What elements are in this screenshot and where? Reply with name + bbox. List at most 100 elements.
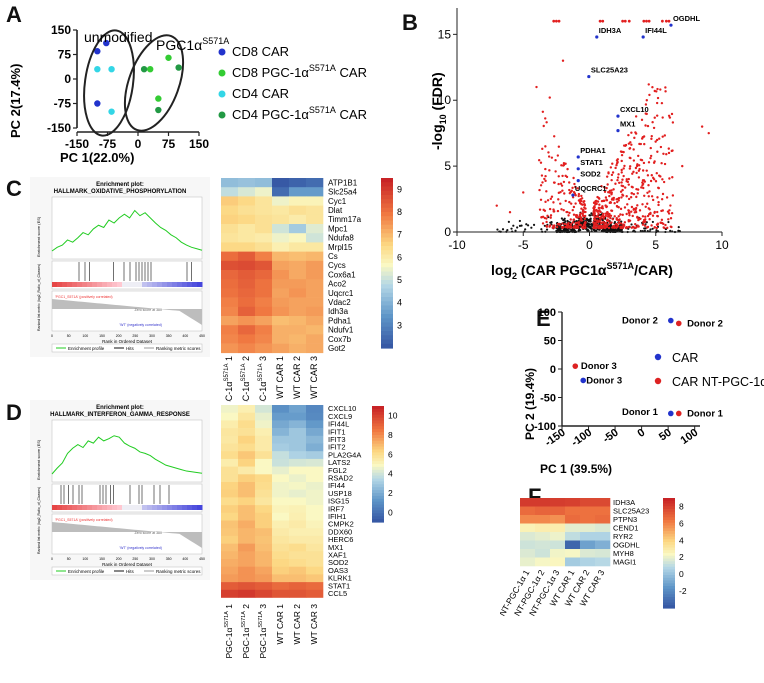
heatmap-cell — [306, 574, 324, 583]
x-tick-label: -5 — [518, 238, 529, 252]
heatmap-cell — [221, 535, 239, 544]
colorbar-segment — [381, 326, 393, 332]
volcano-point-sig — [606, 213, 609, 216]
heatmap-cell — [306, 435, 324, 444]
volcano-point-sig — [644, 205, 647, 208]
heatmap-cell — [289, 316, 307, 326]
heatmap-cell — [289, 589, 307, 598]
ranking-color-segment — [147, 282, 153, 287]
volcano-point-sig — [548, 224, 552, 227]
volcano-point-sig — [652, 126, 656, 130]
volcano-point-sig — [562, 209, 565, 212]
volcano-point-sig — [574, 185, 577, 189]
heatmap-cell — [238, 589, 256, 598]
heatmap-cell — [272, 178, 290, 188]
heatmap-cell — [221, 334, 239, 344]
volcano-point-sig — [681, 164, 684, 168]
pca-point — [675, 410, 682, 417]
heatmap-cell — [255, 474, 273, 483]
gene-label: PDHA1 — [580, 146, 605, 155]
heatmap-gene-label: Pdha1 — [328, 316, 352, 325]
heatmap-cell — [221, 474, 239, 483]
gsea-x-tick: 150 — [99, 557, 105, 561]
volcano-point-sig — [664, 90, 667, 93]
volcano-point-sig — [627, 183, 630, 186]
volcano-point-sig — [610, 209, 614, 212]
volcano-point-ns — [532, 223, 536, 226]
heatmap-cell — [580, 515, 596, 524]
colorbar-segment — [663, 564, 675, 568]
volcano-point-sig — [600, 206, 603, 210]
heatmap-cell — [289, 178, 307, 188]
volcano-point-ns — [651, 227, 654, 230]
heatmap-cell — [221, 420, 239, 429]
heatmap-cell — [272, 512, 290, 521]
heatmap-cell — [595, 523, 611, 533]
volcano-point-sig — [611, 217, 614, 221]
volcano-point-sig — [576, 225, 579, 228]
colorbar-segment — [381, 314, 393, 319]
volcano-point-sig — [666, 210, 670, 213]
volcano-point-sig — [555, 225, 559, 229]
ranking-color-segment — [92, 282, 98, 287]
heatmap-cell — [289, 505, 307, 514]
colorbar-segment — [372, 446, 384, 451]
colorbar-segment — [372, 484, 384, 488]
volcano-point-ns — [630, 223, 633, 226]
volcano-point-sig — [612, 188, 615, 191]
heatmap-gene-label: OGDHL — [613, 540, 640, 549]
volcano-point-sig — [660, 19, 664, 23]
volcano-point-sig — [571, 208, 574, 212]
heatmap-cell — [289, 420, 307, 429]
heatmap-cell — [238, 325, 256, 335]
colorbar-segment — [663, 602, 675, 606]
volcano-point-sig — [632, 208, 635, 211]
gsea-ylabel-metric: Ranked list metric (log2_Ratio_of_Classe… — [37, 487, 41, 554]
legend-marker — [654, 377, 662, 385]
heatmap-cell — [580, 498, 596, 507]
gene-label: IFI44L — [645, 26, 667, 35]
ranking-metric-fill — [52, 297, 202, 325]
colorbar-segment — [372, 414, 384, 419]
volcano-point-sig — [642, 186, 645, 190]
volcano-point-sig — [644, 215, 647, 218]
heatmap-cell — [238, 196, 256, 206]
volcano-point-sig — [562, 162, 566, 165]
heatmap-cell — [550, 532, 566, 541]
heatmap-cell — [238, 306, 256, 317]
volcano-point-sig — [671, 121, 675, 124]
volcano-point-sig — [616, 224, 620, 228]
gsea-legend-label: Enrichment profile — [68, 569, 105, 574]
panel-label-b: B — [402, 10, 418, 35]
volcano-point-sig — [601, 19, 605, 23]
volcano-point-sig — [540, 216, 543, 219]
volcano-point-sig — [611, 171, 615, 174]
volcano-point-sig — [605, 198, 608, 202]
colorbar-segment — [663, 542, 675, 546]
heatmap-column-label: WT CAR 1 — [275, 356, 285, 399]
heatmap-cell — [255, 582, 273, 591]
volcano-point-sig — [621, 19, 625, 23]
volcano-point-ns — [595, 229, 598, 232]
heatmap-cell — [221, 528, 239, 537]
volcano-point-sig — [657, 203, 660, 207]
volcano-point-sig — [548, 169, 551, 172]
volcano-point-sig — [575, 216, 579, 219]
volcano-point-sig — [630, 143, 633, 146]
pca-point — [94, 100, 101, 107]
heatmap-cell — [272, 325, 290, 335]
x-tick-label: 75 — [162, 137, 176, 151]
heatmap-cell — [535, 506, 551, 516]
volcano-point-sig — [660, 198, 664, 201]
volcano-point-sig — [660, 101, 664, 105]
volcano-point-sig — [670, 212, 674, 215]
colorbar-segment — [372, 426, 384, 430]
colorbar-segment — [663, 605, 675, 609]
heatmap-cell — [221, 458, 239, 467]
colorbar-segment — [381, 292, 393, 298]
heatmap-cell — [238, 260, 256, 271]
volcano-point-ns — [589, 225, 592, 228]
volcano-point-sig — [619, 222, 623, 225]
volcano-point-sig — [621, 178, 624, 181]
volcano-point-sig — [576, 187, 579, 190]
